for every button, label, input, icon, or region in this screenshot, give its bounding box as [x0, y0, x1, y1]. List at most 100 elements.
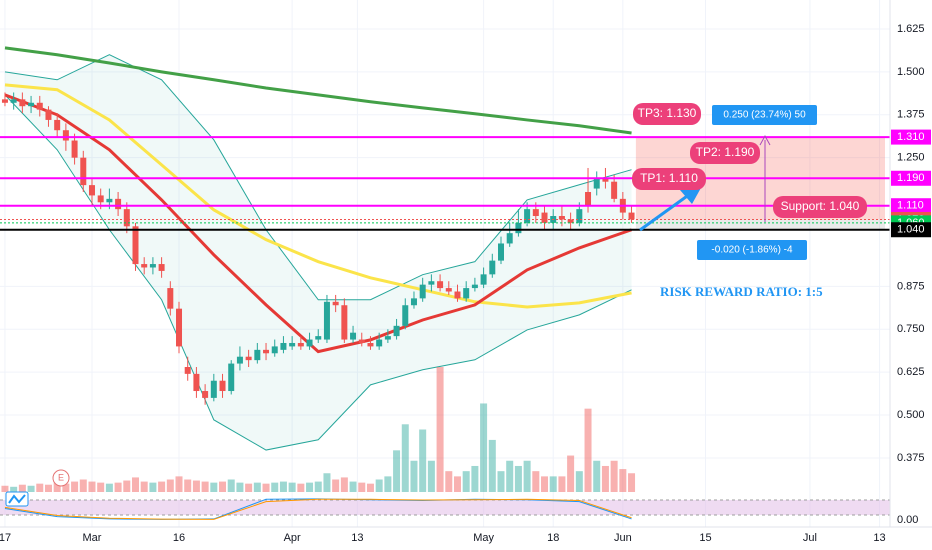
volume-bar	[532, 471, 540, 492]
annotation-box	[697, 240, 807, 260]
volume-bar	[471, 465, 479, 492]
volume-bar	[253, 482, 261, 492]
volume-bar	[419, 429, 427, 492]
volume-bar	[393, 450, 401, 492]
volume-bar	[271, 482, 279, 492]
annotation: TP3: 1.130	[638, 106, 697, 120]
candle-body	[471, 284, 478, 289]
event-label: E	[58, 472, 64, 482]
candle-body	[367, 342, 374, 347]
volume-bar	[445, 471, 453, 492]
x-tick-label: 16	[173, 532, 185, 544]
volume-bar	[575, 471, 583, 492]
candle-body	[445, 288, 452, 292]
candle-body	[558, 216, 565, 220]
annotation-box	[632, 168, 706, 190]
candle-body	[184, 367, 191, 374]
candle-body	[62, 130, 69, 141]
candle-body	[263, 349, 270, 354]
candle-body	[428, 281, 435, 285]
candle-body	[297, 342, 304, 347]
candle-body	[54, 119, 61, 131]
volume-bar	[1, 485, 9, 492]
volume-bar	[488, 439, 496, 492]
candle-body	[402, 305, 409, 326]
volume-bar	[601, 465, 609, 492]
candle-body	[628, 212, 635, 220]
candle-body	[176, 308, 183, 347]
volume-bar	[18, 484, 26, 492]
annotation: TP1: 1.110	[640, 171, 698, 185]
volume-bar	[219, 481, 227, 492]
y-tick-label: 0.750	[897, 323, 925, 335]
candle-body	[489, 260, 496, 275]
candle-body	[376, 339, 383, 347]
candle-body	[193, 373, 200, 392]
volume-bar	[175, 476, 183, 492]
candle-body	[10, 99, 17, 103]
volume-bar	[453, 476, 461, 492]
stochastic-line	[4, 498, 632, 520]
candle-body	[80, 157, 87, 186]
candle-body	[202, 391, 209, 398]
volume-bar	[149, 482, 157, 492]
volume-bar	[401, 424, 409, 492]
x-tick-label: 13	[351, 532, 363, 544]
x-tick-label: 17	[0, 532, 11, 544]
candle-body	[323, 301, 330, 340]
candle-body	[115, 198, 122, 210]
x-tick-label: May	[473, 532, 494, 544]
y-tick-label: 1.250	[897, 152, 925, 164]
volume-bar	[332, 479, 340, 492]
stochastic-tick-label: 0.00	[897, 514, 918, 526]
candle-body	[219, 380, 226, 392]
annotation: TP2: 1.190	[696, 145, 755, 159]
volume-bar	[375, 479, 383, 492]
volume-bar	[349, 481, 357, 492]
volume-bar	[314, 481, 322, 492]
candle-body	[289, 342, 296, 347]
candle-body	[524, 209, 531, 223]
candle-body	[393, 325, 400, 337]
volume-bar	[53, 482, 61, 492]
x-tick-label: 15	[699, 532, 711, 544]
x-tick-label: Jun	[614, 532, 632, 544]
top-layer: 1.625 1.500 1.375 1.250 0.875 0.750 0.625 0.500…	[0, 23, 931, 544]
trend-arrow	[639, 192, 691, 232]
y-tick-label: 1.375	[897, 109, 925, 121]
volume-bar	[593, 460, 601, 492]
price-label-box	[891, 222, 931, 238]
volume-bar	[619, 469, 627, 492]
volume-bar	[105, 483, 113, 492]
candle-body	[228, 363, 235, 392]
candle-body	[106, 198, 113, 203]
volume-bar	[436, 367, 444, 492]
candle-body	[149, 264, 156, 268]
x-tick-label: 13	[873, 532, 885, 544]
volume-bar	[140, 481, 148, 492]
y-tick-label: 1.500	[897, 66, 925, 78]
logo	[5, 491, 29, 507]
volume-bar	[306, 482, 314, 492]
y-tick-label: 0.625	[897, 366, 925, 378]
volume-bar	[184, 479, 192, 492]
volume-bar	[192, 480, 200, 492]
candle-body	[245, 356, 252, 361]
volume-bar	[567, 455, 575, 492]
volume-bar	[340, 477, 348, 492]
candle-body	[506, 233, 513, 244]
volume-bar	[584, 408, 592, 492]
volume-bar	[114, 482, 122, 492]
volume-bar	[262, 483, 270, 492]
y-tick-label: 0.500	[897, 409, 925, 421]
candle-body	[384, 336, 391, 340]
moving-average	[4, 83, 632, 309]
candle-body	[97, 195, 104, 203]
annotation: 0.250 (23.74%) 50	[723, 110, 806, 121]
volume-bar	[497, 471, 505, 492]
candle-body	[71, 140, 78, 158]
candle-body	[141, 264, 148, 268]
volume-bar	[158, 481, 166, 492]
price-label: 1.190	[897, 172, 925, 184]
candle-body	[123, 209, 130, 227]
